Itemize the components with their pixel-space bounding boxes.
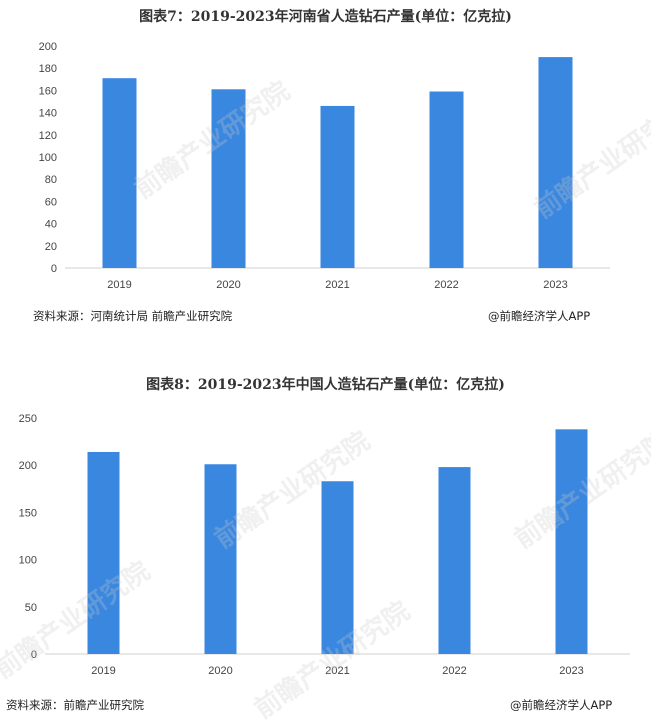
y-tick-label: 100	[19, 555, 37, 567]
y-tick-label: 20	[45, 241, 57, 253]
chart-1-plot: 0 20 40 60 80 100 120 140 160 180 200 2019 2020 2021 2…	[39, 41, 610, 291]
bar	[102, 78, 137, 268]
bar	[211, 89, 246, 268]
y-tick-label: 50	[25, 602, 37, 614]
x-tick-label: 2022	[434, 279, 458, 291]
chart-1-title: 图表7：2019-2023年河南省人造钻石产量(单位：亿克拉)	[139, 9, 512, 25]
y-tick-label: 140	[39, 108, 57, 120]
x-tick-label: 2020	[216, 279, 240, 291]
chart-2-title: 图表8：2019-2023年中国人造钻石产量(单位：亿克拉)	[146, 377, 505, 393]
x-tick-label: 2023	[543, 279, 567, 291]
x-tick-label: 2019	[107, 279, 131, 291]
chart-2-credit: @前瞻经济学人APP	[510, 698, 613, 712]
bar	[429, 91, 464, 268]
chart-2-plot: 0 50 100 150 200 250 2019 2020 2021 2022 2023	[19, 413, 630, 677]
x-tick-label: 2021	[325, 665, 349, 677]
bar	[555, 429, 588, 654]
bar	[321, 481, 354, 654]
chart-1-credit: @前瞻经济学人APP	[488, 309, 591, 323]
x-tick-label: 2021	[325, 279, 349, 291]
x-tick-label: 2023	[559, 665, 583, 677]
y-tick-label: 200	[39, 41, 57, 53]
x-tick-label: 2022	[442, 665, 466, 677]
bar	[87, 451, 120, 654]
y-tick-label: 60	[45, 196, 57, 208]
y-tick-label: 40	[45, 219, 57, 231]
y-tick-label: 200	[19, 460, 37, 472]
y-tick-label: 0	[31, 649, 37, 661]
chart-2-source: 资料来源：前瞻产业研究院	[6, 698, 144, 712]
y-tick-label: 250	[19, 413, 37, 425]
y-tick-label: 180	[39, 63, 57, 75]
y-tick-label: 160	[39, 85, 57, 97]
bar	[204, 464, 237, 654]
x-tick-label: 2020	[208, 665, 232, 677]
chart-1-source: 资料来源：河南统计局 前瞻产业研究院	[33, 309, 233, 323]
y-tick-label: 120	[39, 130, 57, 142]
bar	[438, 467, 471, 654]
bar	[538, 57, 573, 268]
y-tick-label: 150	[19, 507, 37, 519]
y-tick-label: 0	[51, 263, 57, 275]
y-tick-label: 100	[39, 152, 57, 164]
bar	[320, 105, 355, 268]
y-tick-label: 80	[45, 174, 57, 186]
x-tick-label: 2019	[91, 665, 115, 677]
